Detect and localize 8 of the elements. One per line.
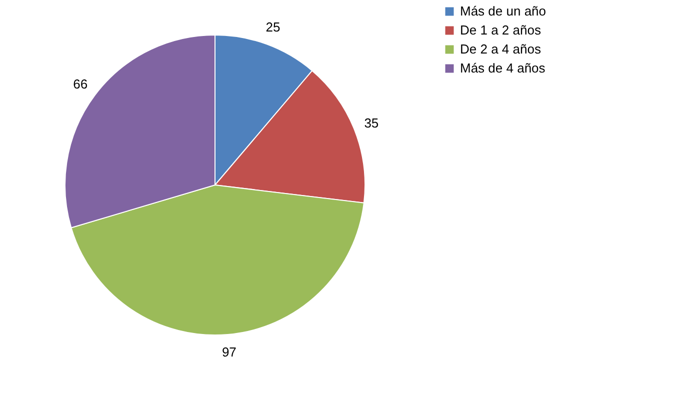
- legend-label: Más de un año: [460, 4, 546, 18]
- legend-label: Más de 4 años: [460, 60, 546, 76]
- data-label: 25: [266, 19, 280, 34]
- legend-label: De 2 a 4 años: [460, 42, 542, 56]
- data-label: 66: [73, 76, 88, 92]
- legend-label: De 1 a 2 años: [460, 22, 542, 38]
- data-label: 35: [364, 116, 379, 131]
- data-label: 97: [222, 344, 236, 360]
